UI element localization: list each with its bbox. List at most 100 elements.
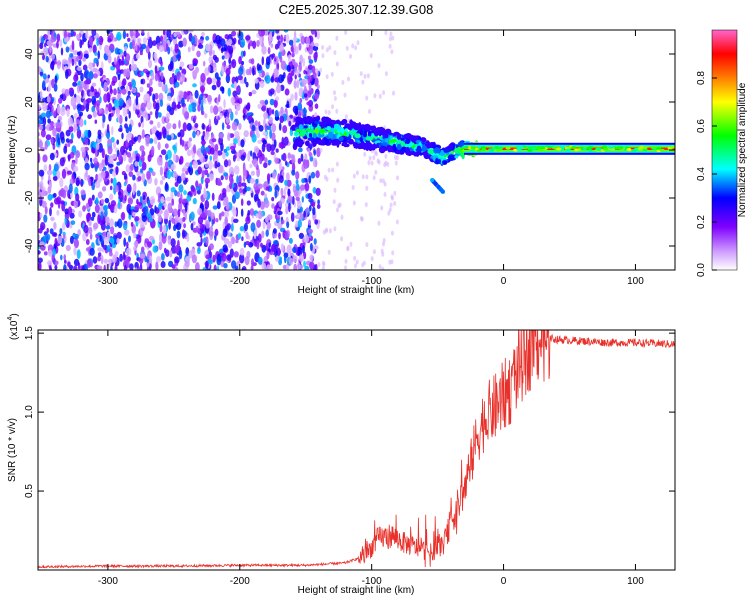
noise-cell (125, 133, 132, 141)
noise-cell (103, 93, 108, 103)
noise-cell (258, 72, 263, 77)
noise-cell (249, 66, 252, 76)
signal-cell (371, 129, 375, 134)
noise-cell (155, 109, 159, 119)
snr-xtick-label: 100 (627, 576, 644, 587)
noise-cell (363, 151, 367, 157)
noise-cell (43, 49, 48, 55)
noise-cell (71, 40, 75, 51)
noise-cell (291, 156, 296, 165)
noise-cell (142, 37, 148, 44)
noise-cell (393, 201, 397, 206)
noise-cell (355, 259, 359, 265)
noise-cell (297, 246, 303, 257)
noise-cell (319, 147, 323, 153)
noise-cell (243, 113, 246, 121)
noise-cell (152, 245, 158, 253)
noise-cell (242, 167, 247, 177)
snr-ytick-label: 0.5 (24, 484, 35, 498)
noise-cell (128, 235, 131, 243)
noise-cell (154, 92, 159, 100)
noise-cell (298, 73, 301, 78)
noise-cell (281, 166, 285, 171)
noise-cell (278, 232, 281, 240)
noise-cell (158, 58, 161, 64)
noise-cell (129, 30, 134, 37)
noise-cell (308, 175, 312, 184)
signal-cell (427, 149, 435, 154)
noise-cell (267, 214, 273, 221)
noise-cell (145, 135, 151, 145)
noise-cell (384, 153, 388, 159)
noise-cell (114, 264, 118, 270)
snr-scale-label: (x104) (7, 313, 20, 340)
noise-cell (50, 216, 55, 222)
noise-cell (223, 263, 228, 269)
noise-cell (134, 216, 140, 222)
noise-cell (271, 123, 277, 133)
noise-cell (119, 253, 123, 262)
noise-cell (73, 247, 77, 256)
noise-cell (268, 30, 274, 33)
noise-cell (254, 78, 259, 84)
noise-cell (126, 241, 129, 248)
noise-cell (127, 37, 131, 42)
noise-cell (52, 127, 57, 137)
noise-cell (291, 169, 296, 176)
noise-cell (268, 37, 273, 42)
noise-cell (143, 94, 147, 104)
noise-cell (286, 64, 291, 72)
noise-cell (164, 181, 169, 191)
noise-cell (110, 48, 114, 53)
noise-cell (258, 30, 264, 37)
noise-cell (131, 79, 137, 89)
noise-cell (126, 33, 129, 38)
noise-cell (314, 78, 319, 86)
noise-cell (112, 106, 116, 111)
noise-cell (38, 261, 42, 270)
noise-cell (395, 219, 399, 225)
noise-cell (363, 73, 367, 79)
noise-cell (71, 58, 75, 66)
noise-cell (240, 38, 246, 48)
signal-cell (387, 148, 393, 153)
noise-cell (287, 76, 292, 85)
noise-cell (52, 248, 56, 256)
noise-cell (155, 130, 160, 138)
signal-cell (454, 155, 459, 159)
noise-cell (163, 209, 169, 220)
noise-cell (153, 52, 158, 60)
noise-cell (303, 210, 306, 218)
noise-cell (155, 261, 159, 270)
noise-cell (97, 247, 103, 252)
noise-cell (389, 202, 393, 208)
noise-cell (204, 169, 209, 176)
noise-cell (283, 136, 289, 146)
signal-cell (642, 146, 648, 150)
noise-cell (149, 86, 154, 93)
noise-cell (98, 162, 103, 172)
noise-cell (59, 157, 65, 167)
noise-cell (251, 124, 256, 132)
noise-cell (61, 202, 66, 212)
noise-cell (222, 152, 226, 160)
noise-cell (165, 154, 169, 161)
noise-cell (116, 237, 120, 245)
noise-cell (126, 247, 132, 256)
noise-cell (232, 154, 236, 162)
noise-cell (103, 264, 106, 270)
noise-cell (199, 152, 204, 163)
noise-cell (186, 195, 192, 202)
noise-cell (49, 125, 53, 131)
noise-cell (188, 30, 194, 33)
noise-cell (258, 124, 264, 132)
noise-cell (134, 267, 138, 270)
noise-cell (149, 235, 154, 241)
noise-cell (195, 180, 199, 188)
noise-cell (388, 43, 392, 49)
noise-cell (48, 181, 52, 190)
noise-cell (76, 55, 79, 62)
noise-cell (243, 241, 247, 248)
noise-cell (205, 219, 210, 229)
noise-cell (199, 222, 204, 229)
